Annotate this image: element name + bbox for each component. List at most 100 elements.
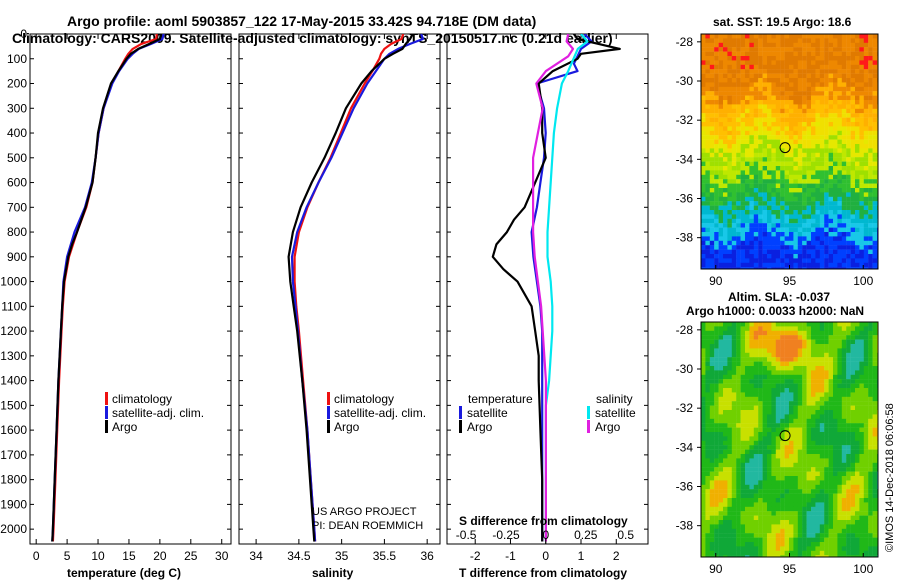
map-cell [797,533,803,538]
map-cell [709,502,715,507]
map-cell [740,436,746,441]
map-x-tick-label: 95 [783,274,797,288]
map-cell [749,326,754,331]
map-cell [868,152,873,158]
map-cell [815,245,820,250]
map-cell [855,249,860,255]
map-cell [727,69,732,74]
map-cell [806,183,812,189]
map-cell [855,427,860,433]
map-cell [767,95,772,101]
map-cell [749,537,754,543]
map-cell [784,126,790,131]
x-tick-label: 30 [215,549,229,563]
map-cell [705,179,710,184]
map-cell [718,401,724,406]
map-cell [815,361,820,367]
map-cell [714,361,719,367]
map-cell [709,148,715,153]
map-cell [701,502,706,507]
map-cell [775,330,781,336]
map-cell [837,370,842,375]
map-cell [850,427,856,433]
map-cell [736,436,741,441]
map-cell [815,352,820,358]
map-cell [731,139,737,145]
map-cell [797,249,803,255]
map-cell [824,166,829,171]
x-tick-label: 2 [613,549,620,563]
map-cell [758,511,763,516]
map-cell [705,458,710,463]
map-cell [771,148,776,153]
map-cell [789,130,794,136]
map-cell [859,480,864,485]
map-cell [789,227,794,233]
map-cell [789,352,794,358]
map-cell [837,344,842,349]
map-cell [872,414,878,419]
map-cell [797,157,803,162]
map-cell [714,218,719,224]
map-cell [758,82,763,87]
map-cell [723,139,728,145]
map-cell [806,440,812,446]
map-cell [789,339,794,345]
map-cell [758,462,763,468]
map-cell [863,192,869,197]
map-cell [863,34,869,39]
map-cell [828,218,834,224]
map-cell [714,47,719,52]
map-cell [828,555,834,557]
map-cell [872,144,878,149]
map-cell [837,467,842,472]
map-cell [797,152,803,158]
map-cell [855,361,860,367]
depth-tick-label: 100 [7,52,27,66]
map-cell [789,476,794,481]
map-cell [837,462,842,468]
map-cell [749,192,754,197]
map-cell [767,64,772,70]
map-cell [731,210,737,215]
map-cell [701,60,706,65]
map-cell [771,227,776,233]
map-cell [797,82,803,87]
map-cell [802,42,807,48]
map-cell [758,322,763,327]
map-cell [863,188,869,193]
map-cell [855,555,860,557]
map-cell [811,506,816,512]
map-cell [749,414,754,419]
map-cell [811,458,816,463]
map-cell [705,352,710,358]
depth-tick-label: 600 [7,176,27,190]
map-cell [745,82,750,87]
map-cell [833,427,838,433]
map-cell [709,520,715,525]
map-cell [797,56,803,61]
map-cell [846,449,851,455]
map-cell [705,117,710,123]
map-cell [846,396,851,402]
map-cell [819,122,825,127]
map-cell [802,361,807,367]
map-cell [859,148,864,153]
difference-legend: temperature salinity satellite Argo sate… [459,392,636,434]
difference-axis-label: T difference from climatology [459,566,627,580]
map-cell [705,493,710,499]
map-cell [797,78,803,83]
map-cell [718,546,724,551]
map-cell [793,201,798,206]
map-cell [872,108,878,114]
map-cell [701,210,706,215]
map-cell [850,511,856,516]
map-cell [863,122,869,127]
map-cell [859,542,864,547]
map-cell [833,555,838,557]
map-cell [767,388,772,393]
map-cell [740,130,746,136]
map-cell [802,161,807,167]
map-cell [846,432,851,437]
map-cell [709,546,715,551]
